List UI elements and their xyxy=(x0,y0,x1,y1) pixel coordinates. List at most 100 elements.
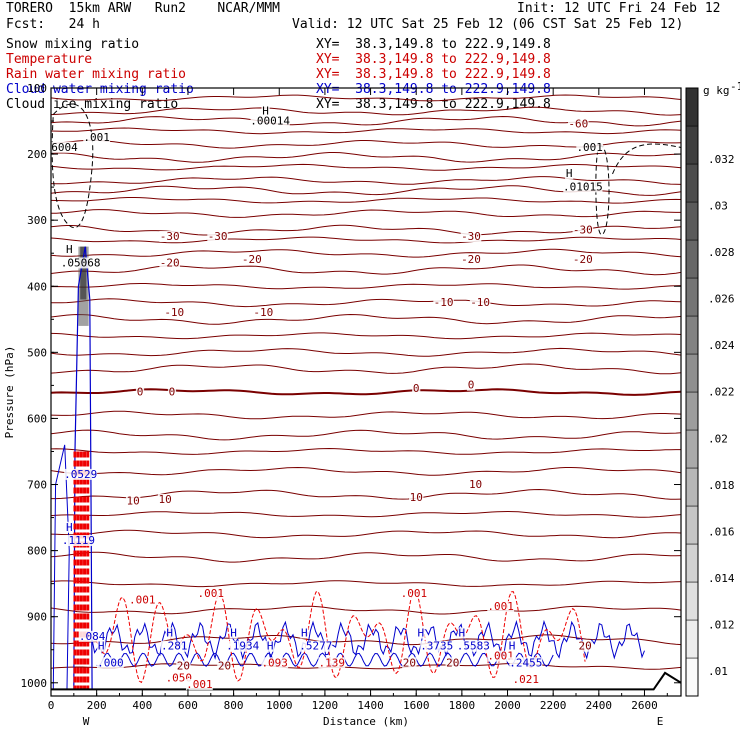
contour-label: -30 xyxy=(461,230,481,243)
contour-label: .00014 xyxy=(250,114,290,127)
contour-label: .001 xyxy=(401,587,428,600)
isotherm-line xyxy=(51,429,681,441)
contour-label: 0 xyxy=(137,385,144,398)
isotherm-line xyxy=(51,347,681,357)
contour-label: 10 xyxy=(159,493,172,506)
contour-label: H xyxy=(262,104,269,117)
contour-label: .281 xyxy=(161,640,188,653)
contour-label: 20 xyxy=(403,656,416,669)
contour-label: H xyxy=(230,627,237,640)
isotherm-line xyxy=(51,139,681,149)
field-name: Cloud water mixing ratio xyxy=(6,82,194,97)
snow-shading xyxy=(80,246,87,300)
colorbar-segment xyxy=(685,543,699,583)
x-tick-label: 600 xyxy=(178,699,198,712)
contour-label: -30 xyxy=(160,230,180,243)
cloud-water-contour xyxy=(96,652,554,667)
contour-label: -20 xyxy=(573,253,593,266)
isotherm-line xyxy=(51,313,681,325)
x-tick-label: 400 xyxy=(132,699,152,712)
contour-label: H xyxy=(509,640,516,653)
isotherm-line xyxy=(51,332,681,340)
contour-label: .084 xyxy=(79,630,106,643)
contour-label: H xyxy=(566,167,573,180)
colorbar-segment xyxy=(685,277,699,317)
x-tick-label: 2000 xyxy=(494,699,521,712)
isotherm-line xyxy=(51,447,681,455)
isotherm-line xyxy=(51,248,681,258)
isotherm-line xyxy=(51,152,681,163)
y-tick-label: 500 xyxy=(27,346,47,359)
contour-label: H xyxy=(166,627,173,640)
contour-label: .001 xyxy=(487,600,514,613)
isotherm-line xyxy=(51,298,681,308)
contour-label: 0 xyxy=(169,385,176,398)
field-xy: XY= 38.3,149.8 to 222.9,149.8 xyxy=(316,52,551,67)
contour-label: .5277 xyxy=(299,640,332,653)
ice-contour xyxy=(51,103,94,228)
isotherm-line xyxy=(51,580,681,588)
contour-label: 0 xyxy=(468,379,475,392)
field-name: Cloud ice mixing ratio xyxy=(6,97,179,112)
contour-label: 20 xyxy=(446,656,459,669)
colorbar-segment xyxy=(685,391,699,431)
y-tick-label: 1000 xyxy=(21,677,48,690)
field-xy: XY= 38.3,149.8 to 222.9,149.8 xyxy=(316,67,551,82)
contour-label: -20 xyxy=(461,253,481,266)
ice-contour xyxy=(612,143,681,175)
east-label: E xyxy=(657,715,664,728)
colorbar-tick-label: .03 xyxy=(708,200,728,213)
contour-label: 20 xyxy=(218,660,231,673)
colorbar-units: g kg xyxy=(703,84,730,97)
x-tick-label: 2200 xyxy=(540,699,567,712)
isotherm-line xyxy=(51,106,681,116)
y-axis-label: Pressure (hPa) xyxy=(3,346,16,439)
colorbar-segment xyxy=(685,125,699,165)
isotherm-line xyxy=(51,510,681,518)
colorbar-tick-label: .012 xyxy=(708,618,735,631)
isotherm-line xyxy=(51,363,681,375)
contour-label: .001 xyxy=(83,131,110,144)
field-xy: XY= 38.3,149.8 to 222.9,149.8 xyxy=(316,97,551,112)
contour-label: H xyxy=(66,243,73,256)
contour-label: .5583 xyxy=(457,640,490,653)
y-tick-label: 200 xyxy=(27,148,47,161)
colorbar-tick-label: .024 xyxy=(708,339,735,352)
colorbar-frame xyxy=(685,87,699,697)
contour-label: H xyxy=(66,521,73,534)
contour-label: H xyxy=(417,627,424,640)
colorbar-tick-label: .02 xyxy=(708,432,728,445)
x-tick-label: 2600 xyxy=(631,699,658,712)
colorbar-segment xyxy=(685,467,699,507)
colorbar-segment xyxy=(685,353,699,393)
field-xy: XY= 38.3,149.8 to 222.9,149.8 xyxy=(316,37,551,52)
x-tick-label: 0 xyxy=(48,699,55,712)
x-tick-label: 1800 xyxy=(449,699,476,712)
y-tick-label: 600 xyxy=(27,412,47,425)
x-tick-label: 1000 xyxy=(266,699,293,712)
contour-label: .2455 xyxy=(509,656,542,669)
colorbar-tick-label: .032 xyxy=(708,153,735,166)
contour-label: -10 xyxy=(434,296,454,309)
contour-label: .1119 xyxy=(62,534,95,547)
ice-contour xyxy=(595,145,610,236)
colorbar-segment xyxy=(685,505,699,545)
field-name: Rain water mixing ratio xyxy=(6,67,187,82)
isotherm-line xyxy=(51,176,681,185)
contour-label: -10 xyxy=(470,296,490,309)
isotherm-line xyxy=(51,605,681,615)
contour-label: -20 xyxy=(160,256,180,269)
colorbar-segment xyxy=(685,429,699,469)
colorbar-tick-label: .026 xyxy=(708,293,735,306)
contour-label: 20 xyxy=(177,660,190,673)
x-tick-label: 2400 xyxy=(586,699,613,712)
isotherm-line xyxy=(51,209,681,218)
y-tick-label: 400 xyxy=(27,280,47,293)
contour-label: H xyxy=(98,640,105,653)
valid-time: Valid: 12 UTC Sat 25 Feb 12 (06 CST Sat … xyxy=(292,17,684,32)
colorbar-segment xyxy=(685,619,699,659)
colorbar-segment xyxy=(685,87,699,127)
isotherm-line xyxy=(51,197,681,204)
y-tick-label: 900 xyxy=(27,611,47,624)
